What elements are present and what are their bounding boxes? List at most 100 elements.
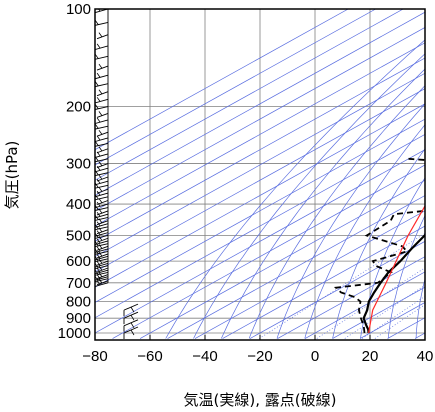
x-tick-label: −80: [82, 348, 107, 365]
wind-barb-feather: [96, 267, 101, 273]
wind-barb-feather: [96, 238, 101, 244]
wind-barb: [95, 74, 109, 80]
wind-barb-feather: [98, 89, 103, 95]
y-tick-label: 1000: [58, 325, 91, 342]
isotherm-line: [95, 9, 376, 166]
isotherm-lines: [95, 9, 425, 339]
wind-barb: [95, 143, 109, 147]
wind-barb: [95, 248, 109, 253]
wind-barb-feather: [95, 270, 99, 275]
wind-barb: [95, 255, 109, 261]
wind-barb-feather: [95, 20, 99, 25]
x-tick-label: −20: [247, 348, 272, 365]
wind-barb: [96, 131, 109, 137]
wind-barb-feather: [96, 165, 101, 171]
mixing-ratio-line: [374, 304, 425, 339]
dry-adiabat-line: [220, 68, 425, 339]
y-tick-label: 800: [66, 294, 91, 311]
wind-barb-feather: [96, 97, 101, 102]
wind-barb-feather: [98, 174, 103, 180]
dry-adiabat-line: [387, 214, 425, 339]
wind-barb: [95, 235, 109, 239]
wind-barb-feather: [95, 205, 99, 210]
wind-barb-feather: [98, 258, 103, 264]
wind-barb-feather: [130, 306, 135, 313]
wind-barb-feather: [98, 161, 103, 167]
wind-barb-feather: [95, 170, 99, 176]
wind-barb-feather: [95, 156, 99, 162]
solid-series-line: [362, 233, 425, 334]
dry-adiabat-line: [304, 124, 425, 339]
wind-barb-feather: [95, 123, 99, 129]
wind-barb: [96, 65, 109, 71]
wind-barb: [96, 91, 109, 97]
isotherm-line: [95, 88, 425, 273]
wind-barb: [95, 258, 109, 263]
wind-barb-feather: [130, 314, 135, 321]
wind-barb: [95, 271, 109, 276]
dry-adiabat-line: [248, 85, 425, 339]
dry-adiabat-line: [193, 53, 425, 339]
wind-barb: [95, 226, 109, 231]
wind-barb: [95, 125, 109, 130]
y-tick-label: 400: [66, 196, 91, 213]
wind-barb-feather: [95, 215, 99, 220]
wind-barb-feather: [96, 212, 101, 217]
wind-barb: [95, 98, 109, 104]
wind-barb-feather: [95, 263, 99, 269]
isotherm-line: [95, 118, 425, 303]
wind-barb: [95, 243, 109, 248]
wind-barb-feather: [95, 81, 99, 87]
wind-barb-feather: [98, 111, 103, 116]
wind-barb-feather: [95, 224, 99, 230]
x-tick-label: −60: [137, 348, 162, 365]
wind-barb: [95, 106, 109, 110]
wind-barb-feather: [96, 201, 101, 207]
isotherm-line: [304, 271, 425, 339]
wind-barb: [95, 269, 109, 275]
wind-barb-feather: [98, 265, 103, 271]
wind-barb-feather: [98, 244, 103, 249]
isotherm-line: [139, 179, 425, 339]
x-axis-label: 気温(実線), 露点(破線): [184, 391, 337, 409]
pressure-grid: [95, 9, 425, 340]
wind-barb: [95, 240, 109, 246]
dashed-series-line: [333, 157, 425, 334]
wind-barb: [96, 163, 109, 169]
wind-barb: [96, 176, 109, 182]
wind-barb: [95, 250, 109, 255]
wind-barb: [95, 21, 109, 26]
wind-barb-feather: [98, 63, 103, 69]
wind-barb-feather: [98, 32, 103, 38]
wind-barb-feather: [96, 261, 101, 266]
wind-barb-feather: [98, 278, 103, 284]
wind-barb-feather: [96, 135, 101, 141]
wind-barb-feather: [95, 194, 99, 200]
wind-barb: [95, 223, 109, 228]
wind-barbs: [95, 9, 139, 339]
wind-barb-feather: [98, 129, 103, 135]
wind-barb-feather: [95, 141, 99, 146]
wind-barb-feather: [98, 208, 103, 214]
wind-barb-feather: [95, 241, 99, 247]
wind-barb-feather: [130, 329, 135, 336]
sounding-series: [333, 157, 425, 334]
wind-barb: [96, 267, 109, 273]
wind-barb-feather: [130, 322, 135, 328]
wind-barb-feather: [98, 146, 103, 152]
isotherm-line: [95, 149, 425, 334]
dry-adiabat-line: [276, 103, 425, 339]
wind-barb: [96, 280, 109, 286]
wind-barb-feather: [98, 236, 103, 241]
wind-barb: [95, 232, 109, 237]
wind-barb-feather: [95, 249, 99, 254]
wind-barb-feather: [98, 227, 103, 233]
isotherm-line: [95, 133, 425, 319]
wind-barb: [95, 119, 109, 125]
wind-barb: [95, 83, 109, 88]
wind-barb: [96, 34, 109, 40]
y-tick-label: 900: [66, 310, 91, 327]
x-tick-label: 40: [417, 348, 434, 365]
y-tick-label: 200: [66, 99, 91, 116]
